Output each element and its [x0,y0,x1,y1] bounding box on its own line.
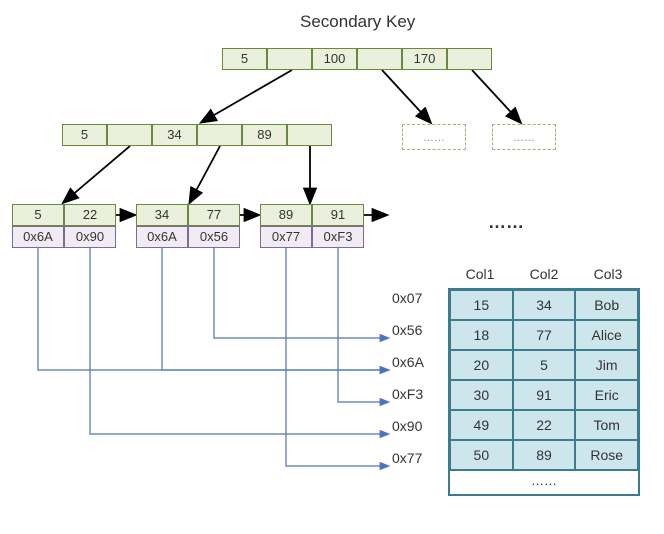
leaf-keys: 8991 [260,204,364,226]
tree-edge [190,146,220,202]
table-footer: …… [450,470,638,494]
internal-node: 5 34 89 [62,124,332,146]
key-cell: 5 [62,124,107,146]
key-cell [267,48,312,70]
ellipsis: …… [488,212,524,233]
pointer-line [90,248,388,434]
table-cell: 15 [450,290,513,320]
table-cell: Jim [575,350,638,380]
key-cell [357,48,402,70]
table-row: 205Jim [450,350,638,380]
key-cell [447,48,492,70]
table-row: 1534Bob [450,290,638,320]
data-table: 1534Bob1877Alice205Jim3091Eric4922Tom508… [448,288,640,496]
table-cell: Rose [575,440,638,470]
pointer-label: 0x6A [392,354,424,370]
leaf-keys: 3477 [136,204,240,226]
leaf-key-cell: 22 [64,204,116,226]
leaf-key-cell: 91 [312,204,364,226]
leaf-key-cell: 77 [188,204,240,226]
key-cell [287,124,332,146]
key-cell: 5 [222,48,267,70]
leaf-ptr-cell: 0x6A [136,226,188,248]
pointer-line [38,248,388,370]
table-row: 5089Rose [450,440,638,470]
table-row: 1877Alice [450,320,638,350]
collapsed-node: …… [402,124,466,150]
leaf-key-cell: 5 [12,204,64,226]
table-cell: 91 [513,380,576,410]
diagram-title: Secondary Key [300,12,415,32]
pointer-label: 0x56 [392,322,422,338]
table-cell: Eric [575,380,638,410]
pointer-line [162,248,388,370]
collapsed-node: …… [492,124,556,150]
key-cell: 100 [312,48,357,70]
table-cell: 22 [513,410,576,440]
table-cell: Alice [575,320,638,350]
leaf-key-cell: 89 [260,204,312,226]
leaf-keys: 522 [12,204,116,226]
table-cell: 5 [513,350,576,380]
tree-edge [202,70,292,122]
leaf-ptr-cell: 0xF3 [312,226,364,248]
table-cell: Bob [575,290,638,320]
leaf-ptr-cell: 0x90 [64,226,116,248]
root-node: 5 100 170 [222,48,492,70]
key-cell [197,124,242,146]
table-cell: 20 [450,350,513,380]
leaf-ptr-cell: 0x56 [188,226,240,248]
pointer-label: 0x90 [392,418,422,434]
table-cell: 30 [450,380,513,410]
leaf-ptrs: 0x770xF3 [260,226,364,248]
pointer-label: 0x07 [392,290,422,306]
tree-edge [64,146,130,202]
table-cell: Tom [575,410,638,440]
table-cell: 89 [513,440,576,470]
pointer-line [214,248,388,338]
leaf-key-cell: 34 [136,204,188,226]
table-row: 4922Tom [450,410,638,440]
table-cell: 77 [513,320,576,350]
leaf-ptr-cell: 0x77 [260,226,312,248]
key-cell: 89 [242,124,287,146]
leaf-ptrs: 0x6A0x56 [136,226,240,248]
pointer-line [286,248,388,466]
key-cell: 34 [152,124,197,146]
table-header: Col1 [448,266,512,282]
pointer-line [338,248,388,402]
table-cell: 49 [450,410,513,440]
table-header: Col3 [576,266,640,282]
key-cell: 170 [402,48,447,70]
tree-edge [382,70,430,122]
key-cell [107,124,152,146]
table-header: Col2 [512,266,576,282]
leaf-ptr-cell: 0x6A [12,226,64,248]
table-cell: 50 [450,440,513,470]
table-cell: 34 [513,290,576,320]
tree-edge [472,70,520,122]
pointer-label: 0x77 [392,450,422,466]
leaf-ptrs: 0x6A0x90 [12,226,116,248]
table-cell: 18 [450,320,513,350]
pointer-label: 0xF3 [392,386,423,402]
table-row: 3091Eric [450,380,638,410]
